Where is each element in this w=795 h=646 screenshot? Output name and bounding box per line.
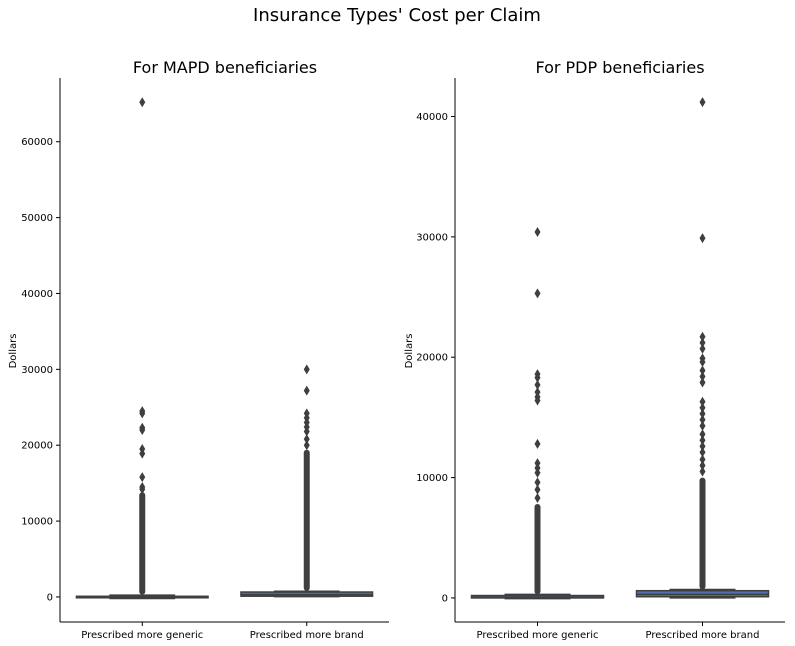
outlier-dense-band	[699, 477, 706, 590]
outlier-point	[139, 425, 146, 436]
outlier-point	[699, 460, 706, 471]
mapd-x-tick-label: Prescribed more generic	[81, 630, 203, 641]
outlier-point	[534, 477, 541, 488]
mapd-x-tick-label: Prescribed more brand	[250, 630, 364, 641]
outlier-point	[303, 434, 310, 445]
outlier-point	[699, 371, 706, 382]
pdp-panel: For PDP beneficiaries Dollars 0 10000 2000…	[404, 58, 785, 641]
outlier-point	[699, 343, 706, 354]
pdp-y-tick-label: 0	[442, 593, 448, 604]
figure-title: Insurance Types' Cost per Claim	[253, 5, 541, 26]
outlier-point	[699, 414, 706, 425]
outlier-dense-band	[534, 504, 541, 595]
outlier-point	[303, 426, 310, 437]
mapd-box-1	[240, 364, 374, 598]
outlier-point	[139, 484, 146, 495]
outlier-point	[139, 448, 146, 459]
outlier-point	[534, 372, 541, 383]
outlier-point	[699, 365, 706, 376]
outlier-point	[534, 227, 541, 238]
pdp-y-tick-label: 10000	[416, 473, 448, 484]
mapd-y-tick-label: 20000	[21, 441, 53, 452]
outlier-point	[699, 97, 706, 108]
outlier-point	[699, 435, 706, 446]
outlier-point	[534, 288, 541, 299]
outlier-point	[699, 396, 706, 407]
outlier-point	[699, 402, 706, 413]
mapd-y-tick-label: 10000	[21, 517, 53, 528]
outlier-point	[534, 438, 541, 449]
outlier-point	[534, 493, 541, 504]
pdp-x-tick-label: Prescribed more generic	[477, 630, 599, 641]
outlier-point	[139, 472, 146, 483]
pdp-x-tick-label: Prescribed more brand	[646, 630, 760, 641]
outlier-point	[699, 466, 706, 477]
pdp-y-tick-label: 20000	[416, 353, 448, 364]
mapd-panel: For MAPD beneficiaries Dollars 0 10000 200…	[8, 58, 389, 641]
outlier-dense-band	[139, 492, 146, 595]
mapd-y-tick-label: 50000	[21, 213, 53, 224]
outlier-point	[699, 420, 706, 431]
outlier-point	[534, 395, 541, 406]
outlier-point	[699, 447, 706, 458]
pdp-box-1	[635, 97, 770, 599]
mapd-y-axis-label: Dollars	[8, 334, 19, 369]
outlier-point	[699, 408, 706, 419]
pdp-y-axis-label: Dollars	[404, 334, 415, 369]
outlier-point	[534, 379, 541, 390]
outlier-point	[303, 364, 310, 375]
outlier-point	[303, 440, 310, 451]
outlier-point	[699, 454, 706, 465]
outlier-point	[699, 441, 706, 452]
mapd-title: For MAPD beneficiaries	[133, 58, 317, 77]
outlier-point	[699, 337, 706, 348]
pdp-box-0	[470, 227, 605, 600]
mapd-box-0	[75, 97, 209, 600]
pdp-y-tick-label: 40000	[416, 112, 448, 123]
pdp-title: For PDP beneficiaries	[535, 58, 704, 77]
outlier-point	[699, 331, 706, 342]
mapd-y-tick-label: 30000	[21, 365, 53, 376]
pdp-y-tick-label: 30000	[416, 232, 448, 243]
outlier-point	[699, 233, 706, 244]
outlier-point	[139, 97, 146, 108]
outlier-dense-band	[303, 449, 310, 591]
outlier-point	[139, 408, 146, 419]
outlier-point	[699, 429, 706, 440]
outlier-point	[534, 467, 541, 478]
outlier-point	[534, 484, 541, 495]
mapd-y-tick-label: 40000	[21, 289, 53, 300]
mapd-y-tick-label: 60000	[21, 137, 53, 148]
outlier-point	[699, 357, 706, 368]
outlier-point	[699, 377, 706, 388]
outlier-point	[303, 385, 310, 396]
mapd-y-tick-label: 0	[47, 592, 53, 603]
